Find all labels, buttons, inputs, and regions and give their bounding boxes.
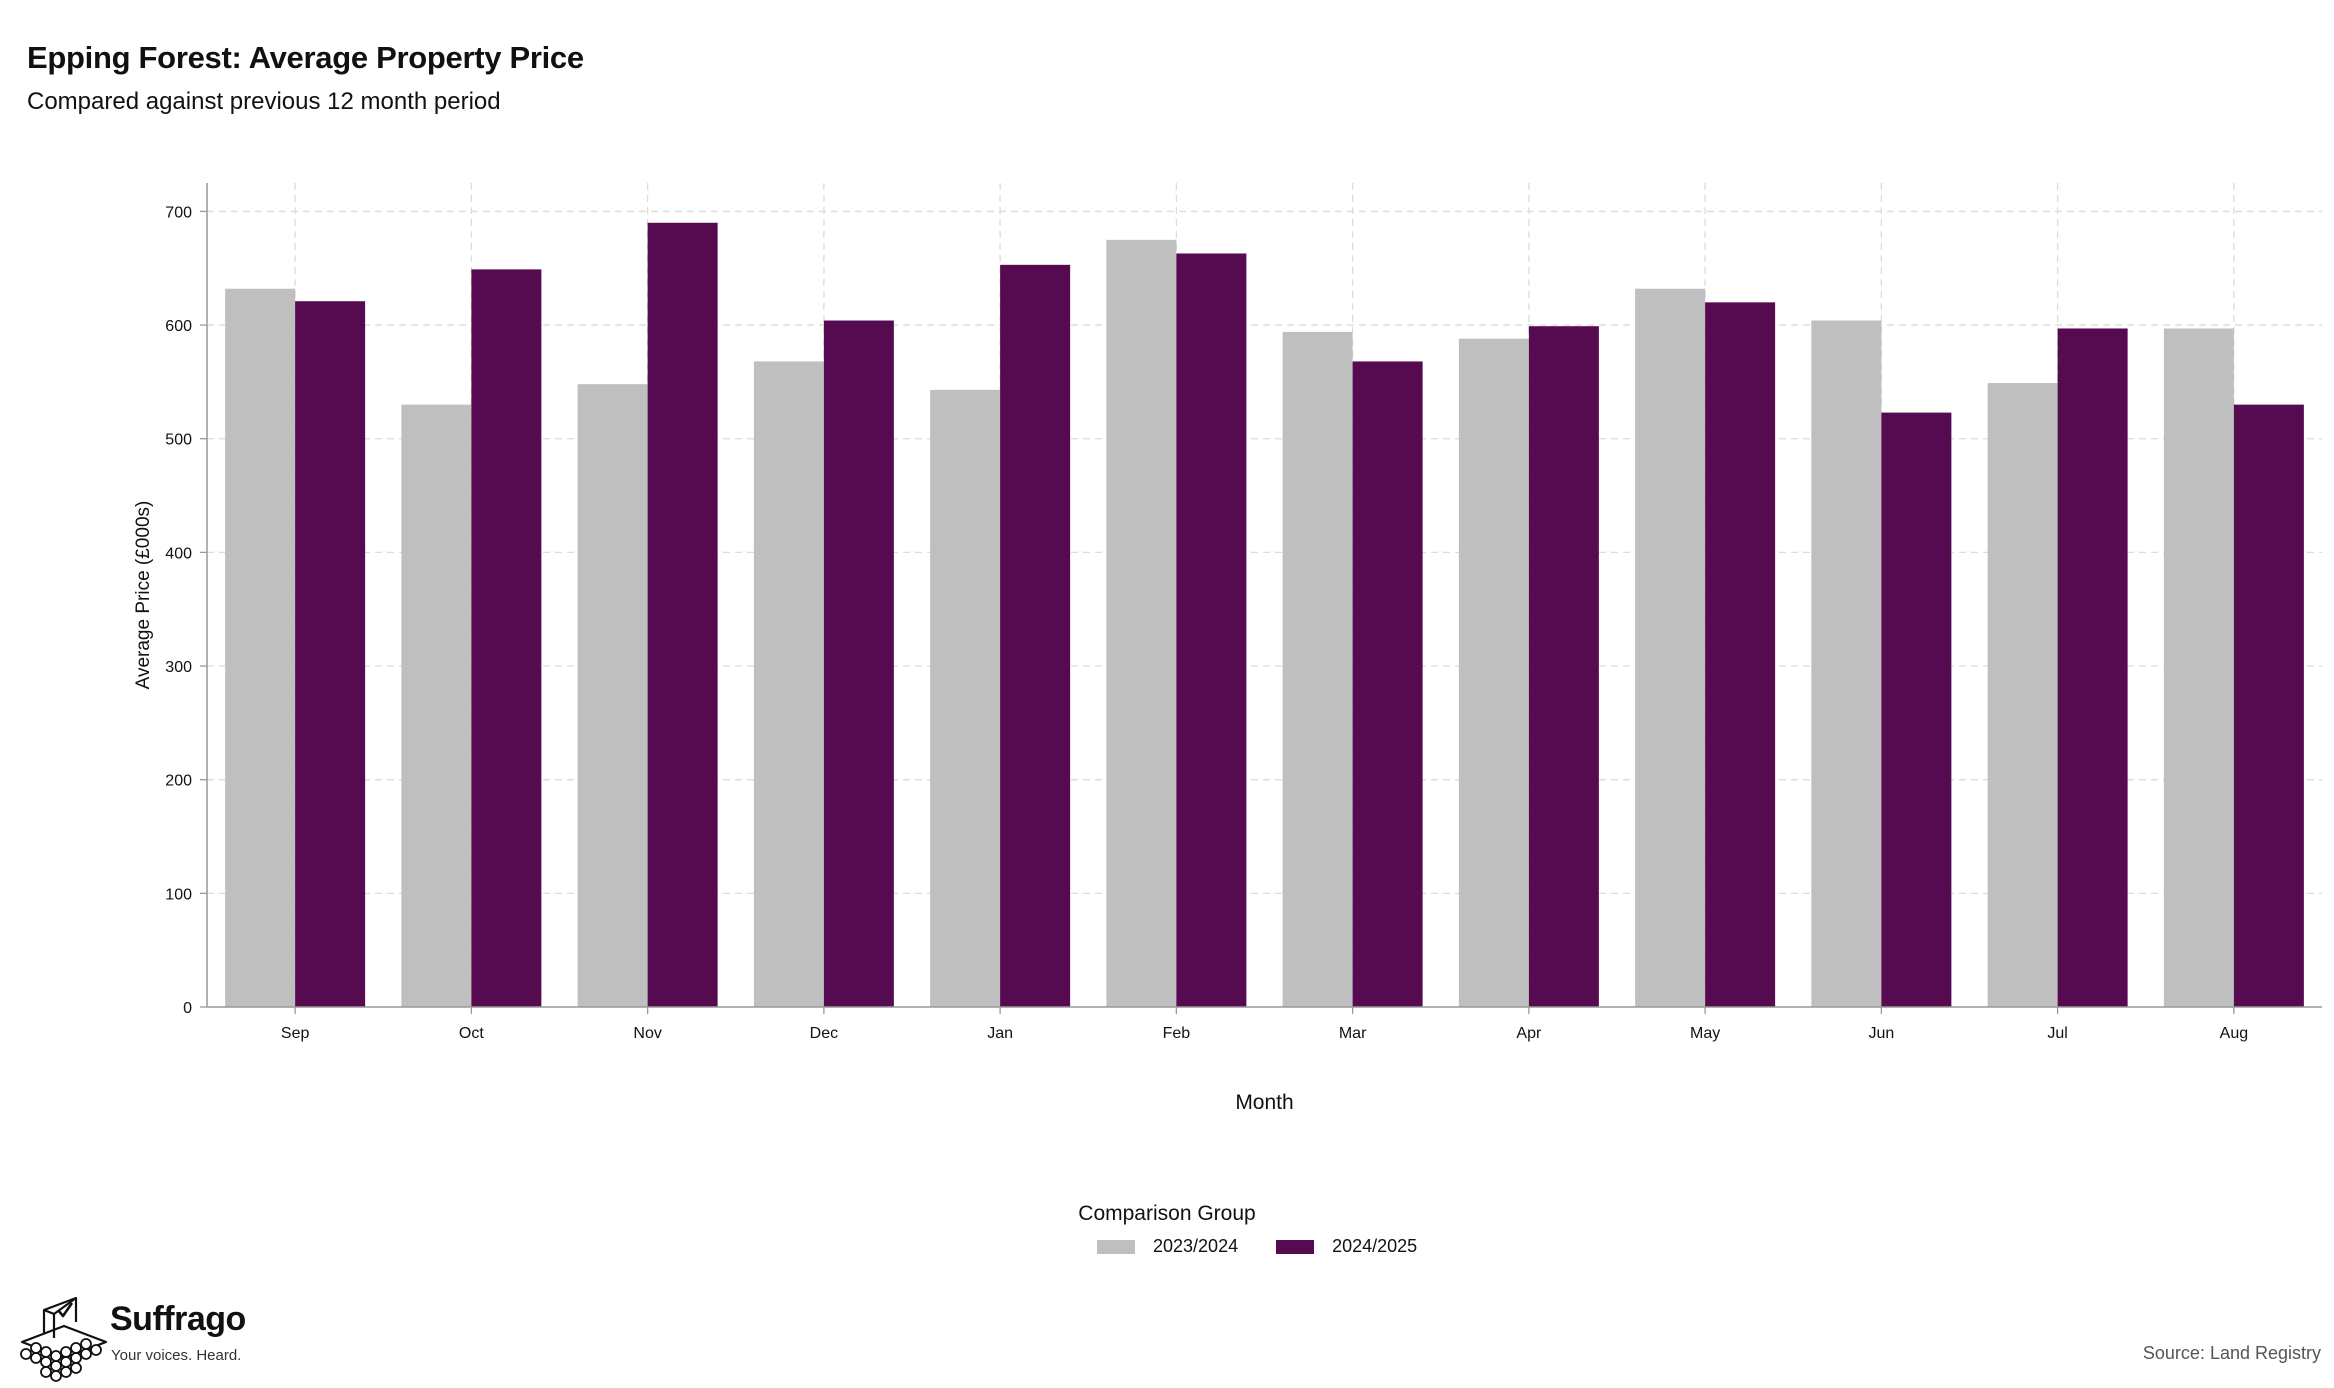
legend-swatch-2023-2024 bbox=[1097, 1239, 1135, 1254]
source-note: Source: Land Registry bbox=[2142, 1343, 2321, 1363]
bar-2024-2025-feb bbox=[1176, 253, 1247, 1008]
chart-subtitle: Compared against previous 12 month perio… bbox=[27, 88, 501, 115]
x-tick-label: Jan bbox=[987, 1025, 1013, 1042]
bar-2023-2024-mar bbox=[1282, 331, 1353, 1007]
bar-2024-2025-oct bbox=[471, 269, 542, 1007]
bar-2024-2025-dec bbox=[823, 320, 894, 1007]
bar-2023-2024-oct bbox=[401, 404, 472, 1008]
x-tick-label: May bbox=[1690, 1025, 1720, 1042]
bar-2024-2025-jan bbox=[1000, 264, 1071, 1007]
bar-2024-2025-may bbox=[1705, 302, 1776, 1008]
y-tick-label: 700 bbox=[165, 204, 192, 221]
legend-label-2023-2024: 2023/2024 bbox=[1153, 1236, 1239, 1256]
legend-item-2023-2024: 2023/2024 bbox=[1097, 1236, 1238, 1257]
legend-swatch-2024-2025 bbox=[1276, 1239, 1315, 1254]
ballot-box-logo-icon bbox=[20, 1296, 108, 1382]
bar-2024-2025-apr bbox=[1528, 326, 1599, 1007]
bar-2024-2025-jul bbox=[2057, 328, 2128, 1007]
x-tick-label: Jun bbox=[1868, 1025, 1894, 1042]
bar-2023-2024-feb bbox=[1106, 239, 1177, 1008]
y-tick-label: 400 bbox=[165, 545, 192, 562]
bar-2023-2024-sep bbox=[225, 288, 296, 1007]
brand-name: Suffrago bbox=[110, 1300, 246, 1338]
x-tick-label: Aug bbox=[2220, 1025, 2248, 1042]
x-axis-label: Month bbox=[1235, 1091, 1293, 1114]
x-tick-label: Oct bbox=[459, 1025, 484, 1042]
x-tick-label: Sep bbox=[281, 1025, 310, 1042]
x-tick-label: Dec bbox=[810, 1025, 838, 1042]
y-axis-label: Average Price (£000s) bbox=[133, 501, 154, 690]
legend-title: Comparison Group bbox=[1078, 1202, 1256, 1225]
y-tick-label: 600 bbox=[165, 318, 192, 335]
x-tick-label: Apr bbox=[1516, 1025, 1542, 1042]
bar-2023-2024-jan bbox=[930, 389, 1001, 1007]
legend: 2023/2024 2024/2025 bbox=[1097, 1236, 1455, 1257]
legend-item-2024-2025: 2024/2025 bbox=[1276, 1236, 1417, 1257]
bar-2023-2024-aug bbox=[2163, 328, 2234, 1007]
bar-2023-2024-dec bbox=[753, 361, 824, 1008]
brand-tagline: Your voices. Heard. bbox=[111, 1347, 242, 1364]
y-tick-label: 300 bbox=[165, 659, 192, 676]
bar-2024-2025-sep bbox=[295, 301, 366, 1007]
chart-title: Epping Forest: Average Property Price bbox=[27, 40, 584, 75]
bar-2023-2024-jul bbox=[1987, 383, 2058, 1008]
bar-2023-2024-jun bbox=[1811, 320, 1882, 1007]
x-tick-label: Jul bbox=[2047, 1025, 2067, 1042]
y-tick-label: 200 bbox=[165, 773, 192, 790]
bar-2024-2025-jun bbox=[1881, 412, 1952, 1007]
x-tick-label: Mar bbox=[1339, 1025, 1367, 1042]
x-tick-label: Feb bbox=[1163, 1025, 1191, 1042]
bar-2024-2025-aug bbox=[2233, 404, 2304, 1008]
y-tick-label: 100 bbox=[165, 886, 192, 903]
x-tick-label: Nov bbox=[633, 1025, 661, 1042]
y-tick-label: 500 bbox=[165, 432, 192, 449]
bar-2023-2024-nov bbox=[577, 384, 648, 1007]
legend-label-2024-2025: 2024/2025 bbox=[1332, 1236, 1418, 1256]
bar-2024-2025-nov bbox=[647, 222, 718, 1008]
bar-2024-2025-mar bbox=[1352, 361, 1423, 1008]
bar-2023-2024-apr bbox=[1458, 338, 1529, 1007]
bar-2023-2024-may bbox=[1635, 288, 1706, 1007]
y-tick-label: 0 bbox=[183, 1000, 192, 1017]
